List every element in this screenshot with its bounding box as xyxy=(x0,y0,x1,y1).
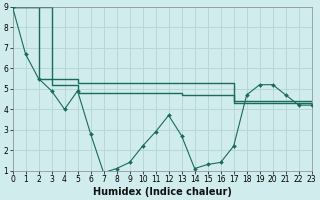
X-axis label: Humidex (Indice chaleur): Humidex (Indice chaleur) xyxy=(93,187,232,197)
